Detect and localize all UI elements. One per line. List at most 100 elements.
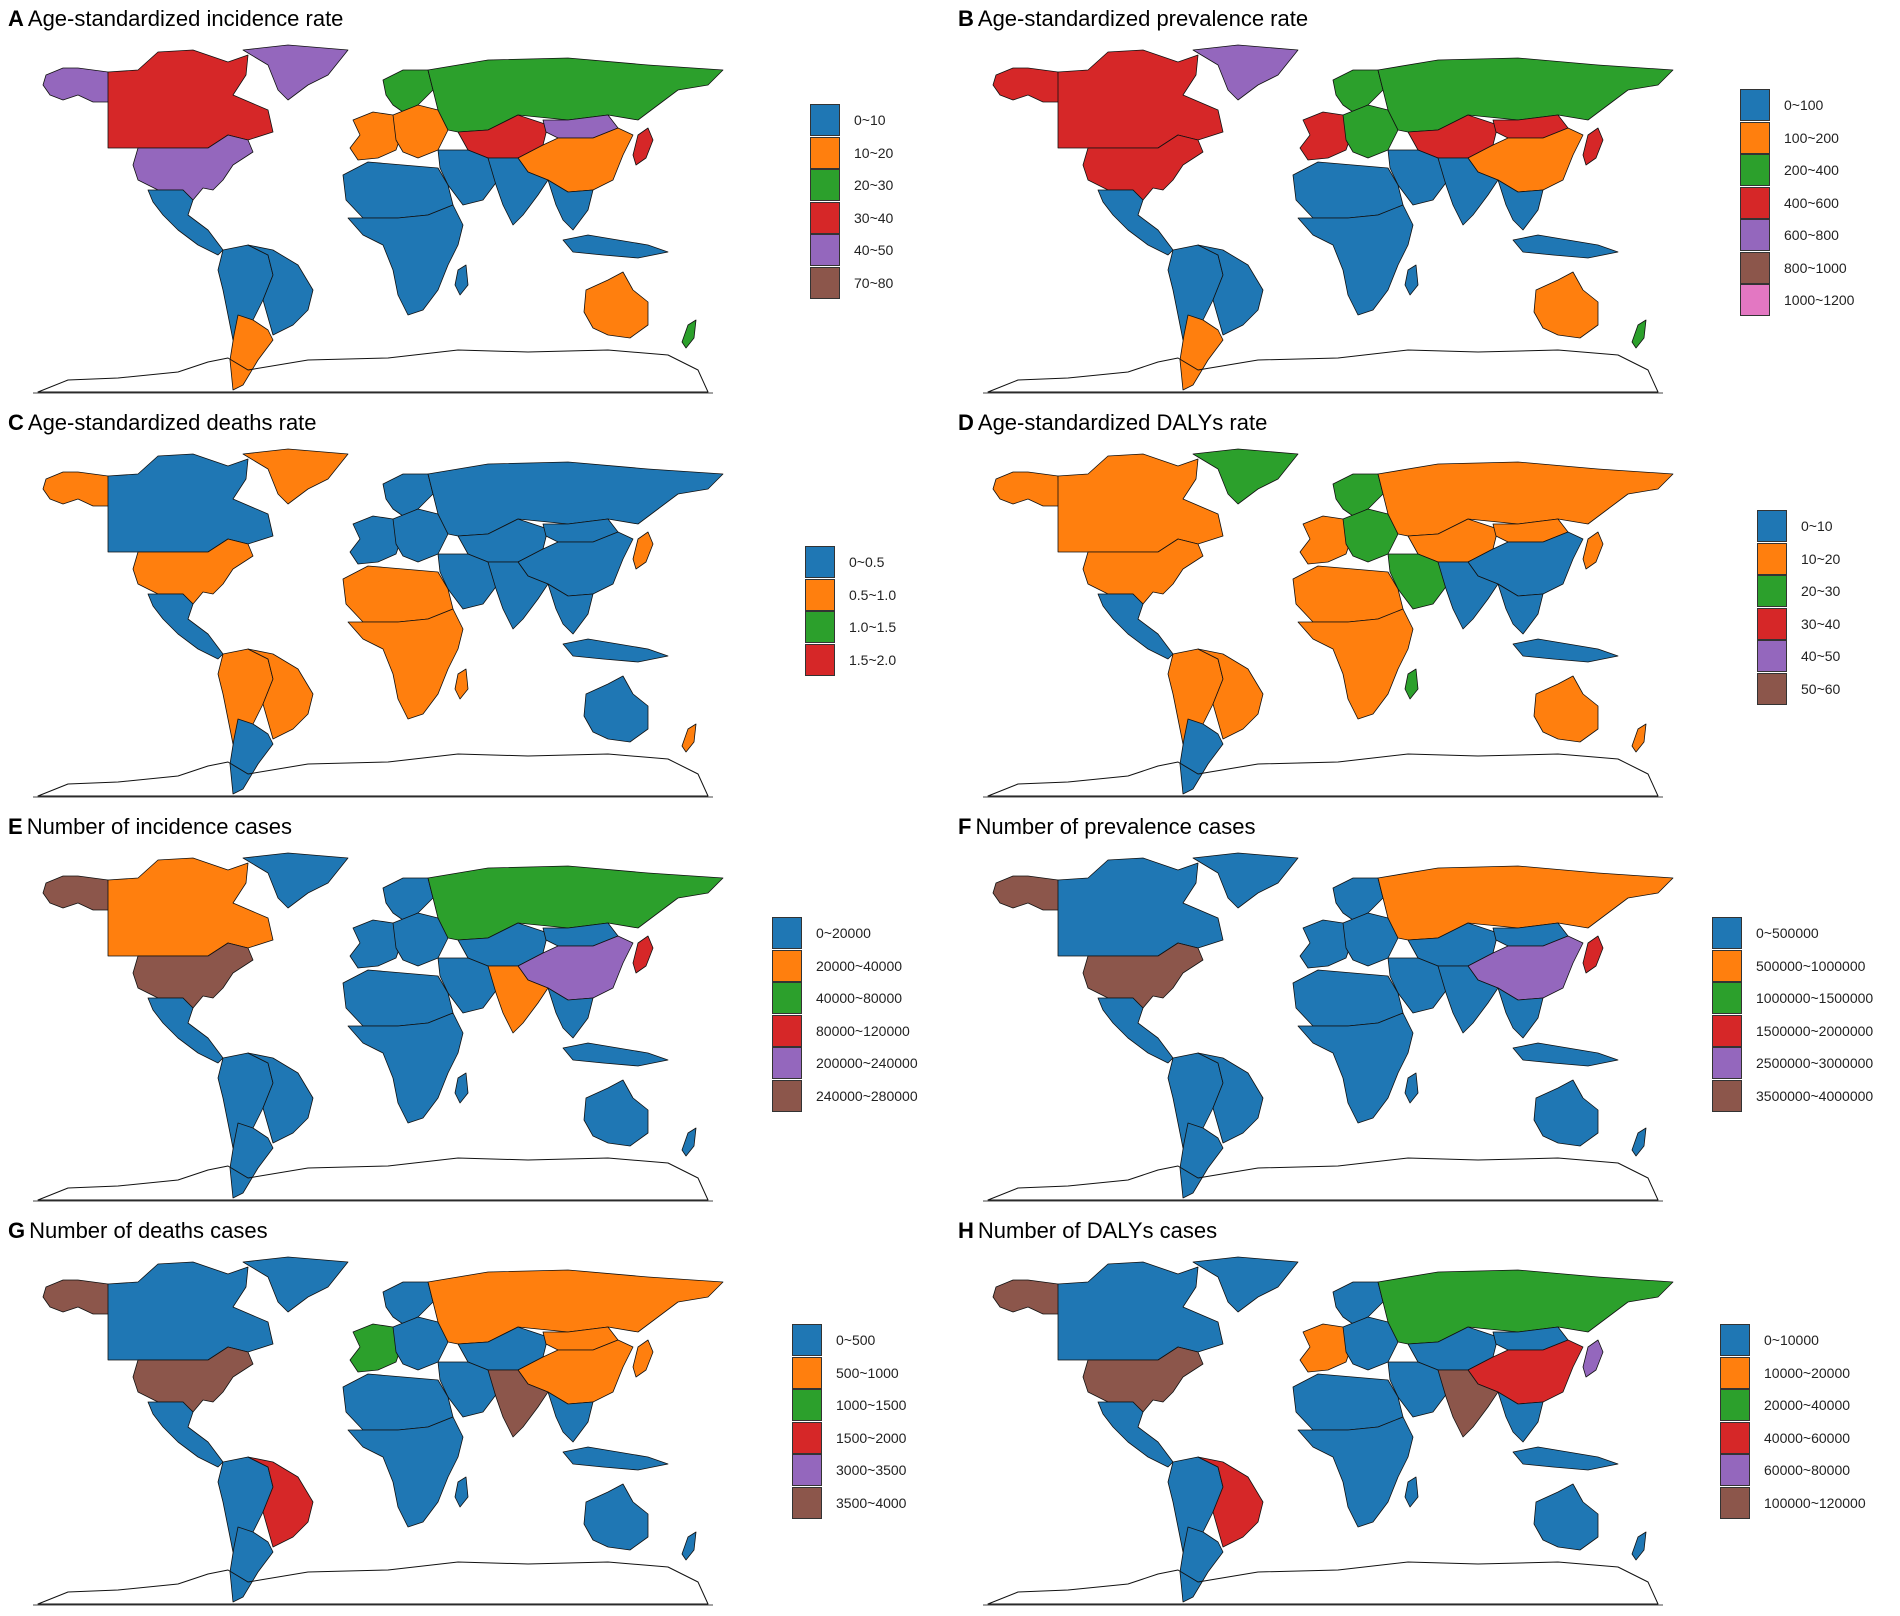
legend-label: 1.0~1.5 [849,619,897,636]
region-western-europe [1299,111,1354,161]
region-australia [583,675,649,743]
legend-item: 40000~80000 [772,982,918,1015]
legend-swatch [772,917,802,950]
panel-letter: E [8,814,23,839]
region-mexico-central-america [1097,189,1174,256]
region-southern-cone [1179,718,1224,795]
map-panel-c: C Age-standardized deaths rate [0,404,950,808]
legend-label: 1000~1200 [1784,292,1855,309]
legend-swatch [1757,640,1787,673]
legend-label: 20~30 [1801,583,1841,600]
region-brazil [247,648,314,740]
region-indonesia [562,234,669,259]
legend-swatch [810,169,840,202]
region-alaska [42,471,111,507]
region-western-europe [1299,1323,1354,1373]
legend-label: 40~50 [854,242,894,259]
legend-swatch [805,611,835,644]
legend-swatch [1757,607,1787,640]
legend: 0~10000 10000~20000 20000~40000 40000~60000… [1720,1324,1866,1519]
region-middle-east [1387,149,1449,206]
region-india [487,157,549,226]
antarctica-outline [987,753,1659,797]
legend-label: 80000~120000 [816,1022,910,1039]
region-greenland [242,448,349,505]
region-subsaharan-africa [1297,204,1414,316]
map-panel-e: E Number of incidence cases [0,808,950,1212]
legend-swatch [792,1389,822,1422]
region-middle-east [1387,553,1449,610]
legend-item: 1.0~1.5 [805,611,896,644]
region-usa [1082,538,1204,605]
legend-item: 20000~40000 [772,949,918,983]
legend-item: 20~30 [1757,575,1840,608]
region-greenland [1192,852,1299,909]
region-mexico-central-america [1097,997,1174,1064]
region-southern-cone [1179,1122,1224,1199]
region-brazil [1197,244,1264,336]
legend: 0~10 10~20 20~30 30~40 40~50 50~60 [1757,510,1840,705]
legend-item: 80000~120000 [772,1014,918,1048]
legend-swatch [792,1356,822,1389]
legend-swatch [1720,1421,1750,1454]
legend-item: 30~40 [810,201,893,235]
legend-item: 3500000~4000000 [1712,1079,1873,1113]
region-alaska [992,67,1061,103]
region-canada [1057,1261,1224,1361]
region-alaska [992,471,1061,507]
legend-item: 0~500000 [1712,917,1873,950]
region-alaska [42,67,111,103]
region-greenland [1192,448,1299,505]
panel-title-text: Age-standardized prevalence rate [977,6,1309,31]
legend-swatch [1740,89,1770,122]
region-japan [632,127,654,166]
legend: 0~20000 20000~40000 40000~80000 80000~12000… [772,917,918,1112]
region-north-africa [342,1373,454,1431]
region-indonesia [562,638,669,663]
legend-label: 200000~240000 [816,1055,918,1072]
region-japan [1582,127,1604,166]
region-russia [1377,865,1674,941]
legend-swatch [772,982,802,1015]
region-scandinavia [382,1281,434,1325]
legend-label: 0~0.5 [849,554,885,571]
antarctica-outline [37,1561,709,1605]
legend-swatch [1757,575,1787,608]
region-western-europe [1299,515,1354,565]
panel-letter: C [8,410,24,435]
region-japan [632,935,654,974]
region-brazil [1197,648,1264,740]
panel-title-text: Number of prevalence cases [975,814,1256,839]
region-japan [632,1339,654,1378]
legend-item: 20000~40000 [1720,1389,1866,1422]
panel-title: A Age-standardized incidence rate [8,6,343,32]
panel-title: B Age-standardized prevalence rate [958,6,1308,32]
region-japan [1582,935,1604,974]
region-greenland [242,44,349,101]
legend-item: 800~1000 [1740,251,1854,285]
legend-label: 70~80 [854,274,894,291]
region-north-africa [1292,161,1404,219]
legend-label: 40000~80000 [816,990,903,1007]
region-madagascar [454,264,469,296]
legend-item: 3000~3500 [792,1454,906,1487]
region-india [487,965,549,1034]
world-choropleth-map [983,448,1674,798]
region-new-zealand [681,723,697,753]
region-north-africa [1292,969,1404,1027]
legend-label: 40~50 [1801,648,1841,665]
legend-item: 1000000~1500000 [1712,982,1873,1015]
map-panel-h: H Number of DALYs cases [950,1212,1900,1616]
legend-label: 1000~1500 [836,1397,907,1414]
antarctica-outline [987,1157,1659,1201]
region-north-africa [342,565,454,623]
region-western-europe [349,515,404,565]
region-canada [107,453,274,553]
legend-label: 100000~120000 [1764,1494,1866,1511]
panel-letter: D [958,410,974,435]
region-mexico-central-america [147,997,224,1064]
region-scandinavia [1332,1281,1384,1325]
region-mexico-central-america [1097,593,1174,660]
region-russia [427,1269,724,1345]
legend-label: 0.5~1.0 [849,586,897,603]
